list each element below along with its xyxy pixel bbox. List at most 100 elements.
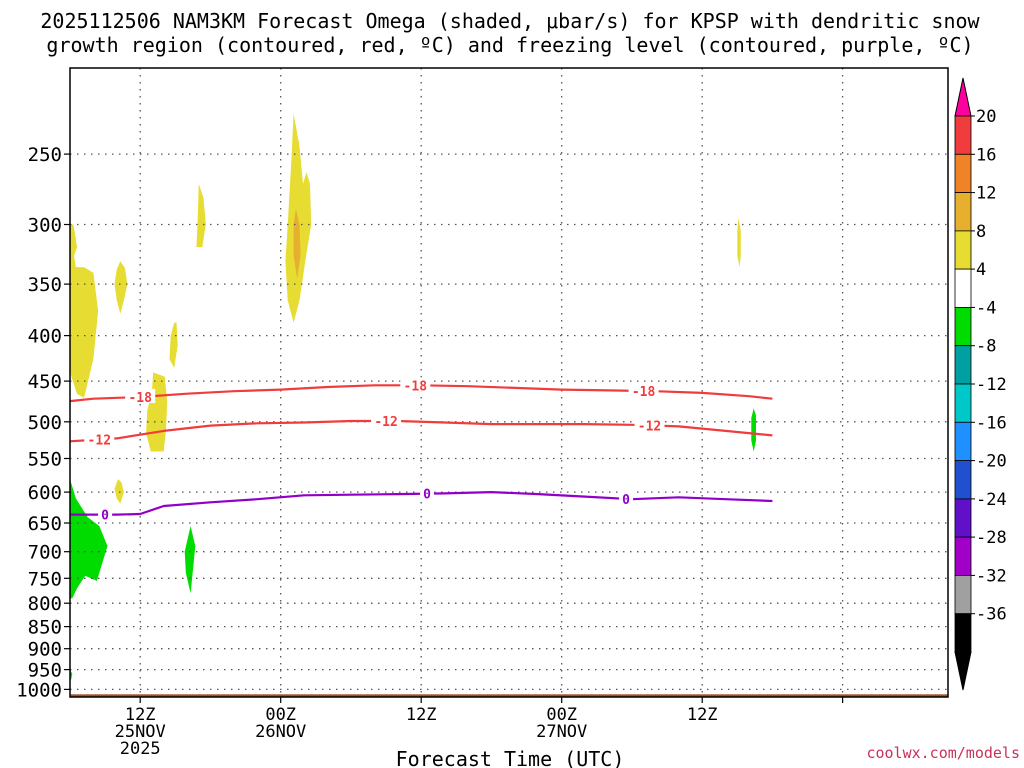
dgz-18-label-1: -18 <box>404 379 428 394</box>
dgz-12-label-2: -12 <box>638 419 661 434</box>
omega-pos-hr25 <box>285 113 312 323</box>
colorbar-box-8 <box>954 421 972 461</box>
x-tick-date-24: 26NOV <box>255 722 306 742</box>
colorbar-label-7: -12 <box>976 375 1007 395</box>
dgz-12-label-0: -12 <box>88 434 111 449</box>
freezing-level-label-0: 0 <box>101 509 109 524</box>
omega-pos-hr10 <box>114 261 128 314</box>
y-tick-label-250: 250 <box>28 144 62 166</box>
omega-pos-hr10-small <box>114 479 124 504</box>
colorbar-label-11: -28 <box>976 528 1007 548</box>
colorbar-label-0: 20 <box>976 107 996 127</box>
y-tick-label-1000: 1000 <box>16 679 62 701</box>
colorbar-box-11 <box>954 536 972 576</box>
omega-neg-hr64 <box>751 408 756 452</box>
dgz-12-label-bg-2 <box>634 417 665 432</box>
y-tick-label-600: 600 <box>28 482 62 504</box>
y-tick-label-700: 700 <box>28 542 62 564</box>
chart-title-line-2: growth region (contoured, red, ºC) and f… <box>46 33 973 57</box>
colorbar-label-9: -20 <box>976 452 1007 472</box>
terrain-layer <box>70 694 948 697</box>
y-tick-label-350: 350 <box>28 274 62 296</box>
x-tick-time-60: 12Z <box>687 705 718 725</box>
omega-pos-left-column-top <box>70 224 77 262</box>
colorbar-label-5: -4 <box>976 298 996 318</box>
omega-pos-left-column <box>70 230 99 398</box>
y-tick-label-400: 400 <box>28 326 62 348</box>
colorbar: 20 16 12 8 4 -4 -8 -12 -16 -20 -24 -28 -32 -36 <box>954 77 1007 691</box>
colorbar-box-7 <box>954 383 972 423</box>
ground-surface <box>70 694 948 697</box>
contour-layer: -18 -18 -18 -12 -12 -12 0 0 0 <box>69 377 773 524</box>
colorbar-box-13 <box>954 613 972 653</box>
colorbar-box-5 <box>954 306 972 347</box>
y-tick-label-550: 550 <box>28 449 62 471</box>
omega-pos-hr16 <box>196 183 206 247</box>
dgz-18-label-bg-0 <box>125 389 156 403</box>
colorbar-label-6: -8 <box>976 337 996 357</box>
dgz-18-label-2: -18 <box>632 385 656 400</box>
y-tick-label-950: 950 <box>28 660 62 682</box>
x-tick-time-12: 12Z <box>125 705 156 725</box>
colorbar-box-0 <box>954 115 972 155</box>
omega-shading-layer <box>70 113 756 680</box>
x-tick-time-48: 00Z <box>546 705 577 725</box>
omega-pos-hr63 <box>737 218 741 268</box>
colorbar-label-4: 4 <box>976 260 986 280</box>
colorbar-box-2 <box>954 192 972 232</box>
x-tick-year-12: 2025 <box>120 739 161 759</box>
y-tick-label-900: 900 <box>28 639 62 661</box>
dgz-12-label-1: -12 <box>374 415 397 430</box>
plot-area-border <box>69 67 949 698</box>
omega-neg-hr17 <box>184 526 196 594</box>
colorbar-box-1 <box>954 153 972 194</box>
y-tick-label-750: 750 <box>28 568 62 590</box>
colorbar-label-10: -24 <box>976 490 1007 510</box>
colorbar-top-arrow <box>954 77 972 117</box>
colorbar-box-9 <box>954 460 972 500</box>
y-tick-label-650: 650 <box>28 513 62 535</box>
freezing-level-label-1: 0 <box>423 488 431 503</box>
dgz-18-label-bg-1 <box>400 377 431 392</box>
y-tick-label-500: 500 <box>28 412 62 434</box>
colorbar-box-3 <box>954 230 972 270</box>
dgz-18-label-0: -18 <box>128 391 152 406</box>
colorbar-label-1: 16 <box>976 145 996 165</box>
dgz-18-label-bg-2 <box>628 383 659 397</box>
credit-text: coolwx.com/models <box>866 744 1020 762</box>
colorbar-box-10 <box>954 498 972 538</box>
freezing-level-label-2: 0 <box>622 493 630 508</box>
colorbar-label-12: -32 <box>976 566 1007 586</box>
dgz-12-label-bg-1 <box>371 413 402 427</box>
x-tick-time-24: 00Z <box>265 705 296 725</box>
y-tick-label-300: 300 <box>28 215 62 237</box>
omega-pos-hr15 <box>169 322 178 368</box>
colorbar-bottom-arrow <box>954 651 972 691</box>
colorbar-box-4 <box>954 268 972 308</box>
x-axis-label: Forecast Time (UTC) <box>396 747 625 768</box>
freezing-level-label-bg-1 <box>420 485 435 500</box>
colorbar-box-12 <box>954 575 972 615</box>
colorbar-box-6 <box>954 345 972 385</box>
freezing-level-label-bg-0 <box>98 506 113 521</box>
freezing-level-line <box>70 491 773 516</box>
chart-title-line-1: 2025112506 NAM3KM Forecast Omega (shaded… <box>40 9 980 33</box>
y-tick-label-850: 850 <box>28 617 62 639</box>
freezing-level-label-bg-2 <box>619 490 634 505</box>
y-axis: 2503003504004505005506006507007508008509… <box>16 144 70 701</box>
colorbar-label-3: 8 <box>976 222 986 242</box>
colorbar-label-13: -36 <box>976 605 1007 625</box>
y-tick-label-450: 450 <box>28 371 62 393</box>
plot-area-background <box>70 68 948 697</box>
x-tick-date-12: 25NOV <box>115 722 166 742</box>
x-tick-date-48: 27NOV <box>536 722 587 742</box>
x-tick-time-36: 12Z <box>406 705 437 725</box>
y-tick-label-800: 800 <box>28 593 62 615</box>
omega-neg-left-column <box>70 479 108 599</box>
dgz-12-label-bg-0 <box>84 431 115 446</box>
colorbar-label-2: 12 <box>976 184 996 204</box>
omega-pos-hr25-core <box>293 208 301 279</box>
colorbar-label-8: -16 <box>976 413 1007 433</box>
